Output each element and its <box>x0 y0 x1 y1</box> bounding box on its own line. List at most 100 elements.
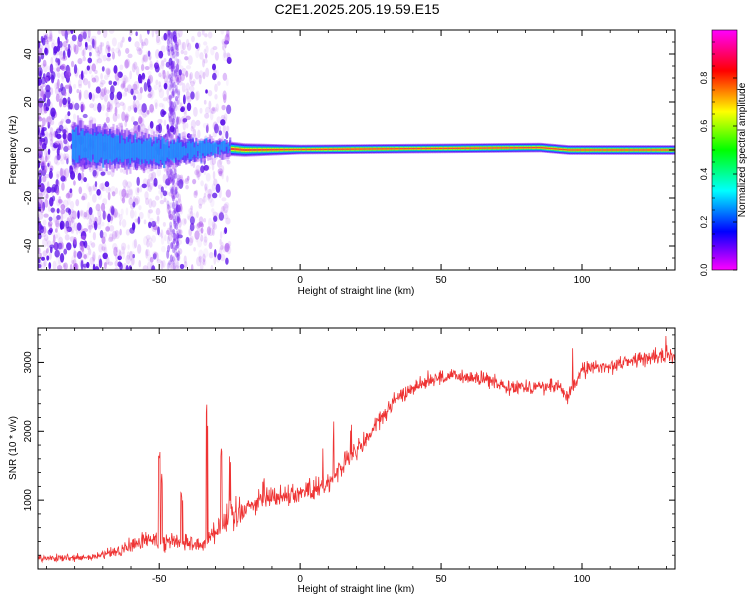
spectrogram-y-tick-label: 0 <box>23 147 34 153</box>
spectral-noise-blob <box>164 169 168 174</box>
spectral-noise-blob <box>105 67 111 75</box>
spectral-noise-blob <box>44 165 48 174</box>
spectral-noise-blob <box>137 216 141 225</box>
spectral-noise-blob <box>84 35 88 42</box>
spectral-band-segment <box>533 146 536 149</box>
spectral-noise-blob <box>132 83 138 91</box>
spectral-band-segment <box>609 149 612 151</box>
snr-series-line <box>38 335 675 564</box>
spectral-noise-blob <box>127 105 132 112</box>
spectral-band-segment <box>259 148 262 151</box>
spectral-noise-blob <box>38 89 43 98</box>
spectral-noise-blob <box>115 102 121 108</box>
spectral-noise-blob <box>42 219 47 226</box>
spectral-band-segment <box>464 147 467 149</box>
spectral-noise-blob <box>172 81 176 89</box>
spectral-band-segment <box>90 134 93 163</box>
spectral-band-segment <box>303 148 306 151</box>
spectral-noise-blob <box>105 186 111 194</box>
spectral-noise-blob <box>60 83 64 92</box>
spectral-noise-blob <box>147 70 152 76</box>
snr-y-tick-label: 1000 <box>23 489 34 512</box>
spectral-noise-blob <box>149 107 155 114</box>
spectral-noise-blob <box>174 88 178 95</box>
spectral-band-segment <box>112 138 115 161</box>
spectral-noise-blob <box>89 103 95 109</box>
spectral-noise-blob <box>76 89 80 94</box>
spectral-noise-blob <box>40 83 45 88</box>
spectral-noise-blob <box>49 32 53 39</box>
spectral-noise-blob <box>202 258 205 265</box>
spectral-noise-blob <box>171 90 175 99</box>
spectral-band-segment <box>120 135 124 163</box>
spectral-noise-blob <box>124 87 129 93</box>
spectral-band-segment <box>283 148 286 151</box>
spectral-noise-blob <box>224 40 230 45</box>
spectral-noise-blob <box>174 95 178 102</box>
spectral-noise-blob <box>48 30 53 40</box>
spectral-noise-blob <box>155 30 159 38</box>
spectral-noise-blob <box>96 189 101 196</box>
spectral-noise-blob <box>44 33 49 43</box>
spectral-noise-blob <box>136 176 140 186</box>
spectral-band-segment <box>663 149 666 151</box>
spectral-noise-blob <box>60 204 66 210</box>
spectral-noise-blob <box>41 90 46 99</box>
spectral-noise-blob <box>183 255 187 264</box>
spectral-noise-blob <box>203 48 207 55</box>
spectral-noise-blob <box>55 232 61 240</box>
spectral-noise-blob <box>224 33 230 44</box>
spectral-noise-blob <box>106 107 111 113</box>
spectral-noise-blob <box>87 30 91 39</box>
spectral-noise-blob <box>102 54 107 62</box>
spectral-noise-blob <box>122 92 128 97</box>
spectral-noise-blob <box>46 255 50 261</box>
spectral-noise-blob <box>192 79 196 84</box>
spectral-noise-blob <box>155 79 159 86</box>
spectral-band-segment <box>645 149 648 151</box>
spectral-noise-blob <box>39 182 45 193</box>
spectral-band-segment <box>142 141 146 164</box>
spectral-band-segment <box>193 147 196 155</box>
spectral-noise-blob <box>60 83 65 91</box>
spectral-noise-blob <box>129 189 133 199</box>
spectral-band-segment <box>374 148 377 150</box>
spectral-noise-blob <box>174 249 178 257</box>
spectral-noise-blob <box>107 69 111 78</box>
spectral-noise-blob <box>77 172 82 181</box>
spectral-noise-blob <box>75 227 79 235</box>
spectral-noise-blob <box>38 258 41 264</box>
spectral-band-segment <box>569 149 572 151</box>
spectral-noise-blob <box>63 127 69 133</box>
spectral-noise-blob <box>42 238 48 248</box>
spectral-noise-blob <box>154 102 158 110</box>
spectral-band-segment <box>301 148 305 151</box>
spectral-band-segment <box>295 148 298 151</box>
spectral-noise-blob <box>168 168 172 175</box>
spectral-noise-blob <box>208 194 213 203</box>
spectral-noise-blob <box>107 171 111 176</box>
spectral-band-segment <box>629 149 633 151</box>
spectral-noise-blob <box>222 90 227 101</box>
spectral-band-segment <box>494 147 497 149</box>
spectral-noise-blob <box>158 81 161 88</box>
spectral-noise-blob <box>114 72 120 81</box>
spectral-band-segment <box>328 148 332 150</box>
spectral-band-segment <box>497 147 501 149</box>
spectral-noise-blob <box>155 195 160 201</box>
spectral-noise-blob <box>99 229 104 239</box>
spectral-noise-blob <box>92 169 97 177</box>
spectral-band-segment <box>234 148 237 151</box>
spectral-noise-blob <box>177 248 183 255</box>
spectral-band-segment <box>651 149 655 151</box>
spectral-band-segment <box>656 149 660 151</box>
spectral-noise-blob <box>125 229 131 236</box>
spectral-noise-blob <box>147 84 152 93</box>
spectral-noise-blob <box>91 193 97 203</box>
spectral-noise-blob <box>44 199 49 208</box>
spectrogram-y-tick-label: 40 <box>23 48 34 60</box>
spectral-noise-blob <box>169 105 173 115</box>
spectral-noise-blob <box>200 227 204 234</box>
spectral-band-segment <box>273 148 276 151</box>
